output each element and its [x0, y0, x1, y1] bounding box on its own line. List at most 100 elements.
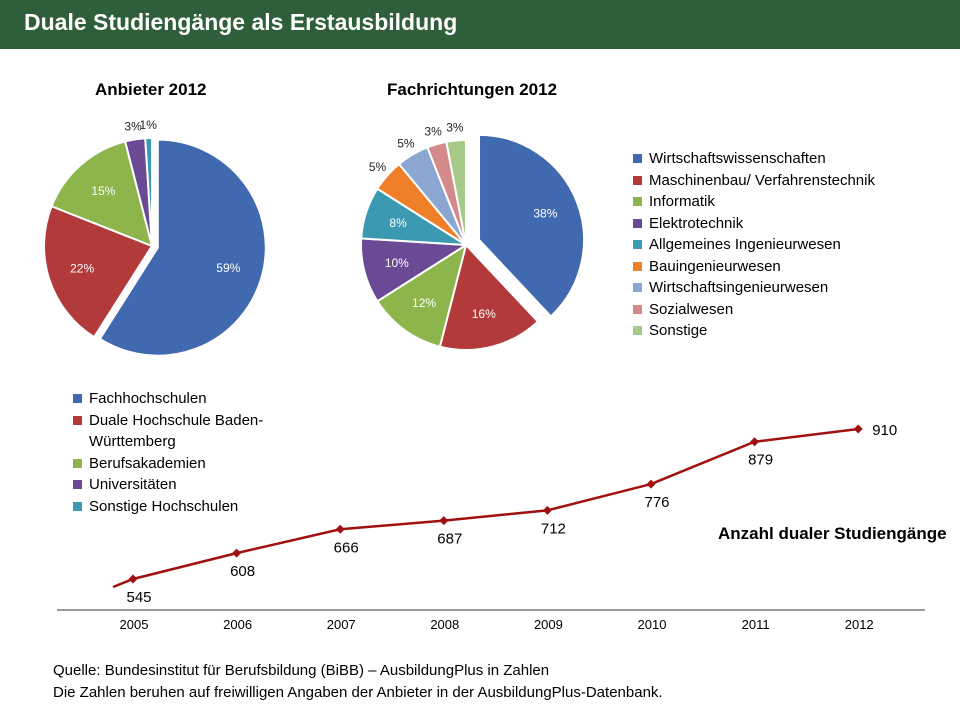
anbieter-label-sonstige-hochschulen: 1% [140, 118, 158, 132]
line-lead-in [112, 577, 134, 589]
fachrichtungen-label-maschinenbau-verfahrenstechnik: 16% [472, 307, 496, 321]
anbieter-slice-fachhochschulen [98, 138, 267, 357]
fachrichtungen-legend-label: Sonstige [649, 322, 708, 339]
data-point-2011 [750, 437, 760, 447]
fachrichtungen-legend-label: Allgemeines Ingenieurwesen [649, 236, 841, 253]
fachrichtungen-pie: 38% 16% 12% 10% 8% 5% 5% 3% 3% [360, 121, 585, 351]
data-label-2008: 687 [437, 531, 462, 548]
fachrichtungen-legend-swatch [633, 218, 642, 228]
anbieter-slice-duale-hochschule-baden-wuerttemberg [43, 204, 154, 339]
anbieter-legend-swatch [73, 458, 82, 468]
fachrichtungen-slice-maschinenbau-verfahrenstechnik [438, 242, 540, 351]
fachrichtungen-slice-informatik [375, 242, 468, 348]
fachrichtungen-legend-label: Bauingenieurwesen [649, 257, 781, 275]
legend-anbieter: Fachhochschulen Duale Hochschule Baden-Wü… [73, 388, 303, 517]
fachrichtungen-legend-swatch [633, 240, 642, 249]
anbieter-legend-swatch [73, 480, 82, 489]
fachrichtungen-legend-swatch [633, 154, 642, 163]
anbieter-slice-sonstige-hochschulen [144, 136, 153, 247]
anbieter-label-berufsakademien: 15% [91, 184, 115, 198]
data-point-2008 [439, 516, 449, 526]
pie-fachrichtungen-title: Fachrichtungen 2012 [387, 80, 558, 99]
fachrichtungen-label-informatik: 12% [412, 296, 436, 310]
data-label-2012: 910 [872, 422, 897, 439]
x-tick-2005: 2005 [120, 617, 149, 632]
anbieter-legend-label: Universitäten [89, 476, 177, 493]
source-note: Quelle: Bundesinstitut für Berufsbildung… [53, 660, 663, 704]
fachrichtungen-label-wirtschaftswissenschaften: 38% [533, 207, 557, 221]
fachrichtungen-legend-sozialwesen: Sozialwesen [633, 299, 875, 321]
anbieter-legend-fachhochschulen: Fachhochschulen [73, 388, 303, 410]
line-chart: 545 2005 608 2006 666 2007 687 2008 712 2009 776 20… [57, 422, 925, 632]
fachrichtungen-slice-wirtschaftswissenschaften [478, 133, 585, 318]
fachrichtungen-legend-label: Sozialwesen [649, 300, 734, 318]
fachrichtungen-slice-sonstige [445, 138, 467, 246]
data-point-2012 [853, 424, 863, 434]
data-point-2009 [542, 505, 552, 515]
data-label-2005: 545 [126, 589, 151, 606]
data-label-2009: 712 [541, 520, 566, 537]
fachrichtungen-legend-elektrotechnik: Elektrotechnik [633, 213, 875, 235]
anbieter-label-duale-hochschule-baden-wuerttemberg: 22% [70, 262, 94, 276]
data-label-2010: 776 [644, 494, 669, 511]
anbieter-legend-swatch [73, 415, 82, 425]
fachrichtungen-legend-swatch [633, 304, 642, 314]
anbieter-legend-berufsakademien: Berufsakademien [73, 453, 303, 475]
fachrichtungen-legend-sonstige: Sonstige [633, 320, 875, 342]
fachrichtungen-label-sonstige: 3% [446, 121, 464, 135]
fachrichtungen-legend-bauingenieurwesen: Bauingenieurwesen [633, 256, 875, 278]
header-bar: Duale Studiengänge als Erstausbildung [0, 0, 960, 49]
fachrichtungen-legend-label: Informatik [649, 193, 715, 210]
series-line [132, 427, 859, 581]
pie-anbieter-title: Anbieter 2012 [95, 80, 207, 99]
anbieter-legend-label: Sonstige Hochschulen [89, 497, 239, 515]
data-point-2007 [335, 524, 345, 534]
x-tick-2010: 2010 [638, 617, 667, 632]
anbieter-legend-label: Berufsakademien [89, 454, 206, 472]
anbieter-legend-duale-hochschule-baden-wuerttemberg: Duale Hochschule Baden-Württemberg [73, 410, 303, 453]
x-tick-2006: 2006 [223, 617, 252, 632]
anbieter-legend-swatch [73, 501, 82, 511]
fachrichtungen-legend-wirtschaftsingenieurwesen: Wirtschaftsingenieurwesen [633, 277, 875, 299]
fachrichtungen-legend-label: Wirtschaftswissenschaften [649, 150, 826, 167]
anbieter-label-universitaeten: 3% [124, 119, 142, 133]
anbieter-legend-label: Fachhochschulen [89, 390, 207, 407]
fachrichtungen-legend-swatch [633, 175, 642, 185]
fachrichtungen-legend-swatch [633, 197, 642, 206]
data-label-2006: 608 [230, 563, 255, 580]
anbieter-legend-swatch [73, 394, 82, 403]
fachrichtungen-label-wirtschaftsingenieurwesen: 5% [397, 136, 415, 150]
data-label-2011: 879 [748, 452, 773, 469]
anbieter-label-fachhochschulen: 59% [216, 261, 240, 275]
x-tick-2009: 2009 [534, 617, 563, 632]
fachrichtungen-legend-swatch [633, 283, 642, 292]
data-point-2010 [646, 479, 656, 489]
anbieter-legend-universitaeten: Universitäten [73, 474, 303, 496]
fachrichtungen-legend-label: Wirtschaftsingenieurwesen [649, 279, 829, 296]
fachrichtungen-legend-label: Elektrotechnik [649, 214, 744, 232]
line-chart-title: Anzahl dualer Studiengänge [718, 524, 947, 543]
fachrichtungen-legend-swatch [633, 326, 642, 335]
anbieter-slice-berufsakademien [50, 140, 154, 248]
x-tick-2011: 2011 [742, 617, 770, 632]
x-tick-2007: 2007 [327, 617, 356, 632]
data-point-2006 [232, 548, 242, 558]
source-line: Quelle: Bundesinstitut für Berufsbildung… [53, 662, 550, 679]
data-label-2007: 666 [334, 539, 359, 556]
anbieter-legend-label: Duale Hochschule Baden-Württemberg [89, 411, 264, 451]
legend-fachrichtungen: Wirtschaftswissenschaften Maschinenbau/ V… [633, 148, 875, 342]
fachrichtungen-legend-maschinenbau-verfahrenstechnik: Maschinenbau/ Verfahrenstechnik [633, 170, 875, 192]
x-tick-2012: 2012 [845, 617, 874, 632]
fachrichtungen-legend-wirtschaftswissenschaften: Wirtschaftswissenschaften [633, 148, 875, 170]
fachrichtungen-label-sozialwesen: 3% [424, 125, 442, 139]
fachrichtungen-legend-swatch [633, 261, 642, 271]
anbieter-legend-sonstige-hochschulen: Sonstige Hochschulen [73, 496, 303, 518]
fachrichtungen-label-elektrotechnik: 10% [385, 256, 409, 270]
x-tick-2008: 2008 [430, 617, 459, 632]
fachrichtungen-legend-informatik: Informatik [633, 191, 875, 213]
fachrichtungen-legend-label: Maschinenbau/ Verfahrenstechnik [649, 171, 875, 189]
fachrichtungen-label-bauingenieurwesen: 5% [369, 160, 387, 174]
fachrichtungen-legend-allgemeines-ingenieurwesen: Allgemeines Ingenieurwesen [633, 234, 875, 256]
data-point-2005 [128, 574, 138, 584]
